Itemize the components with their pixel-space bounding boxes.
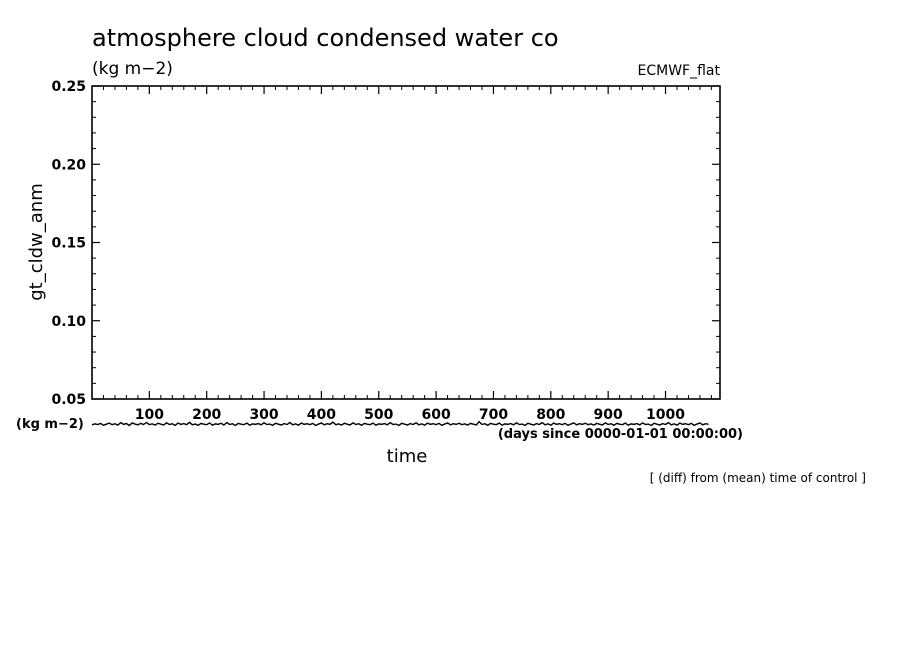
series-layer — [91, 420, 709, 427]
plot-frame — [91, 85, 721, 400]
x-tick-label: 1000 — [646, 407, 685, 423]
dataset-label: ECMWF_flat — [638, 63, 721, 79]
x-tick-label: 700 — [479, 407, 508, 423]
x-tick-label: 200 — [192, 407, 221, 423]
x-tick-label: 600 — [421, 407, 450, 423]
chart-units: (kg m−2) — [92, 59, 173, 79]
y-unit-label: (kg m−2) — [16, 417, 84, 432]
chart-title: atmosphere cloud condensed water co — [92, 24, 559, 52]
series-line — [91, 420, 709, 427]
y-tick-label: 0.05 — [51, 392, 86, 408]
y-tick-label: 0.10 — [51, 314, 86, 330]
x-tick-label: 300 — [249, 407, 278, 423]
y-tick-label: 0.15 — [51, 236, 86, 252]
x-tick-label: 900 — [594, 407, 623, 423]
y-tick-label: 0.25 — [51, 79, 86, 95]
x-tick-label: 100 — [135, 407, 164, 423]
x-axis: 100 200 300 400 500 600 700 800 900 1000 — [102, 86, 712, 423]
x-unit-label: (days since 0000-01-01 00:00:00) — [498, 427, 743, 442]
y-axis: 0.05 0.10 0.15 0.20 0.25 — [51, 79, 720, 408]
x-tick-label: 800 — [536, 407, 565, 423]
y-axis-label: gt_cldw_anm — [26, 183, 47, 301]
diff-note: [ (diff) from (mean) time of control ] — [650, 471, 866, 485]
x-tick-label: 400 — [307, 407, 336, 423]
y-tick-label: 0.20 — [51, 157, 86, 173]
x-axis-label: time — [387, 446, 428, 467]
x-tick-label: 500 — [364, 407, 393, 423]
